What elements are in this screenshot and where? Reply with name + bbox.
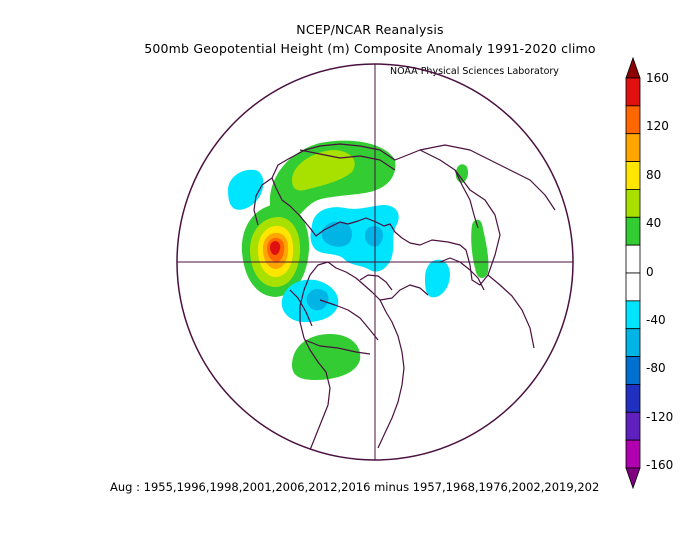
colorbar-top-arrow: [625, 56, 641, 79]
composite-caption: Aug : 1955,1996,1998,2001,2006,2012,2016…: [110, 480, 600, 494]
colorbar-band: [625, 133, 641, 162]
colorbar-band: [625, 161, 641, 190]
colorbar-band: [625, 244, 641, 274]
colorbar-tick-label: 160: [646, 71, 669, 85]
colorbar-tick-label: -160: [646, 458, 674, 472]
globe-border: [176, 63, 574, 461]
colorbar-band: [625, 356, 641, 385]
colorbar-tick-label: -40: [646, 312, 666, 327]
colorbar-tick-label: -120: [646, 409, 674, 424]
colorbar-band: [625, 272, 641, 302]
negative-anomaly-siberia: [228, 169, 264, 210]
positive-anomaly-na: [292, 334, 361, 380]
colorbar-tick-label: 120: [646, 119, 669, 134]
colorbar-tick-label: 80: [646, 167, 662, 182]
colorbar-band: [625, 189, 641, 218]
colorbar-band: [625, 216, 641, 246]
negative-anomaly-arctic: [310, 205, 399, 272]
map-title: NCEP/NCAR Reanalysis: [296, 22, 444, 37]
positive-anomaly-pacific-core: [292, 150, 355, 191]
credit-label: NOAA Physical Sciences Laboratory: [390, 66, 559, 77]
negative-anomaly-greenland: [425, 259, 450, 298]
anomaly-shading: [228, 140, 489, 380]
colorbar: [625, 56, 641, 490]
colorbar-band: [625, 300, 641, 330]
coastlines: [253, 143, 556, 451]
map-subtitle: 500mb Geopotential Height (m) Composite …: [144, 41, 596, 56]
colorbar-tick-label: -80: [646, 361, 666, 376]
colorbar-tick-label: 0: [646, 264, 654, 279]
colorbar-band: [625, 105, 641, 135]
colorbar-band: [625, 328, 641, 357]
colorbar-bottom-arrow: [625, 467, 641, 490]
colorbar-band: [625, 439, 641, 469]
colorbar-band: [625, 77, 641, 107]
colorbar-band: [625, 411, 641, 441]
colorbar-band: [625, 384, 641, 413]
colorbar-tick-label: 40: [646, 216, 662, 231]
